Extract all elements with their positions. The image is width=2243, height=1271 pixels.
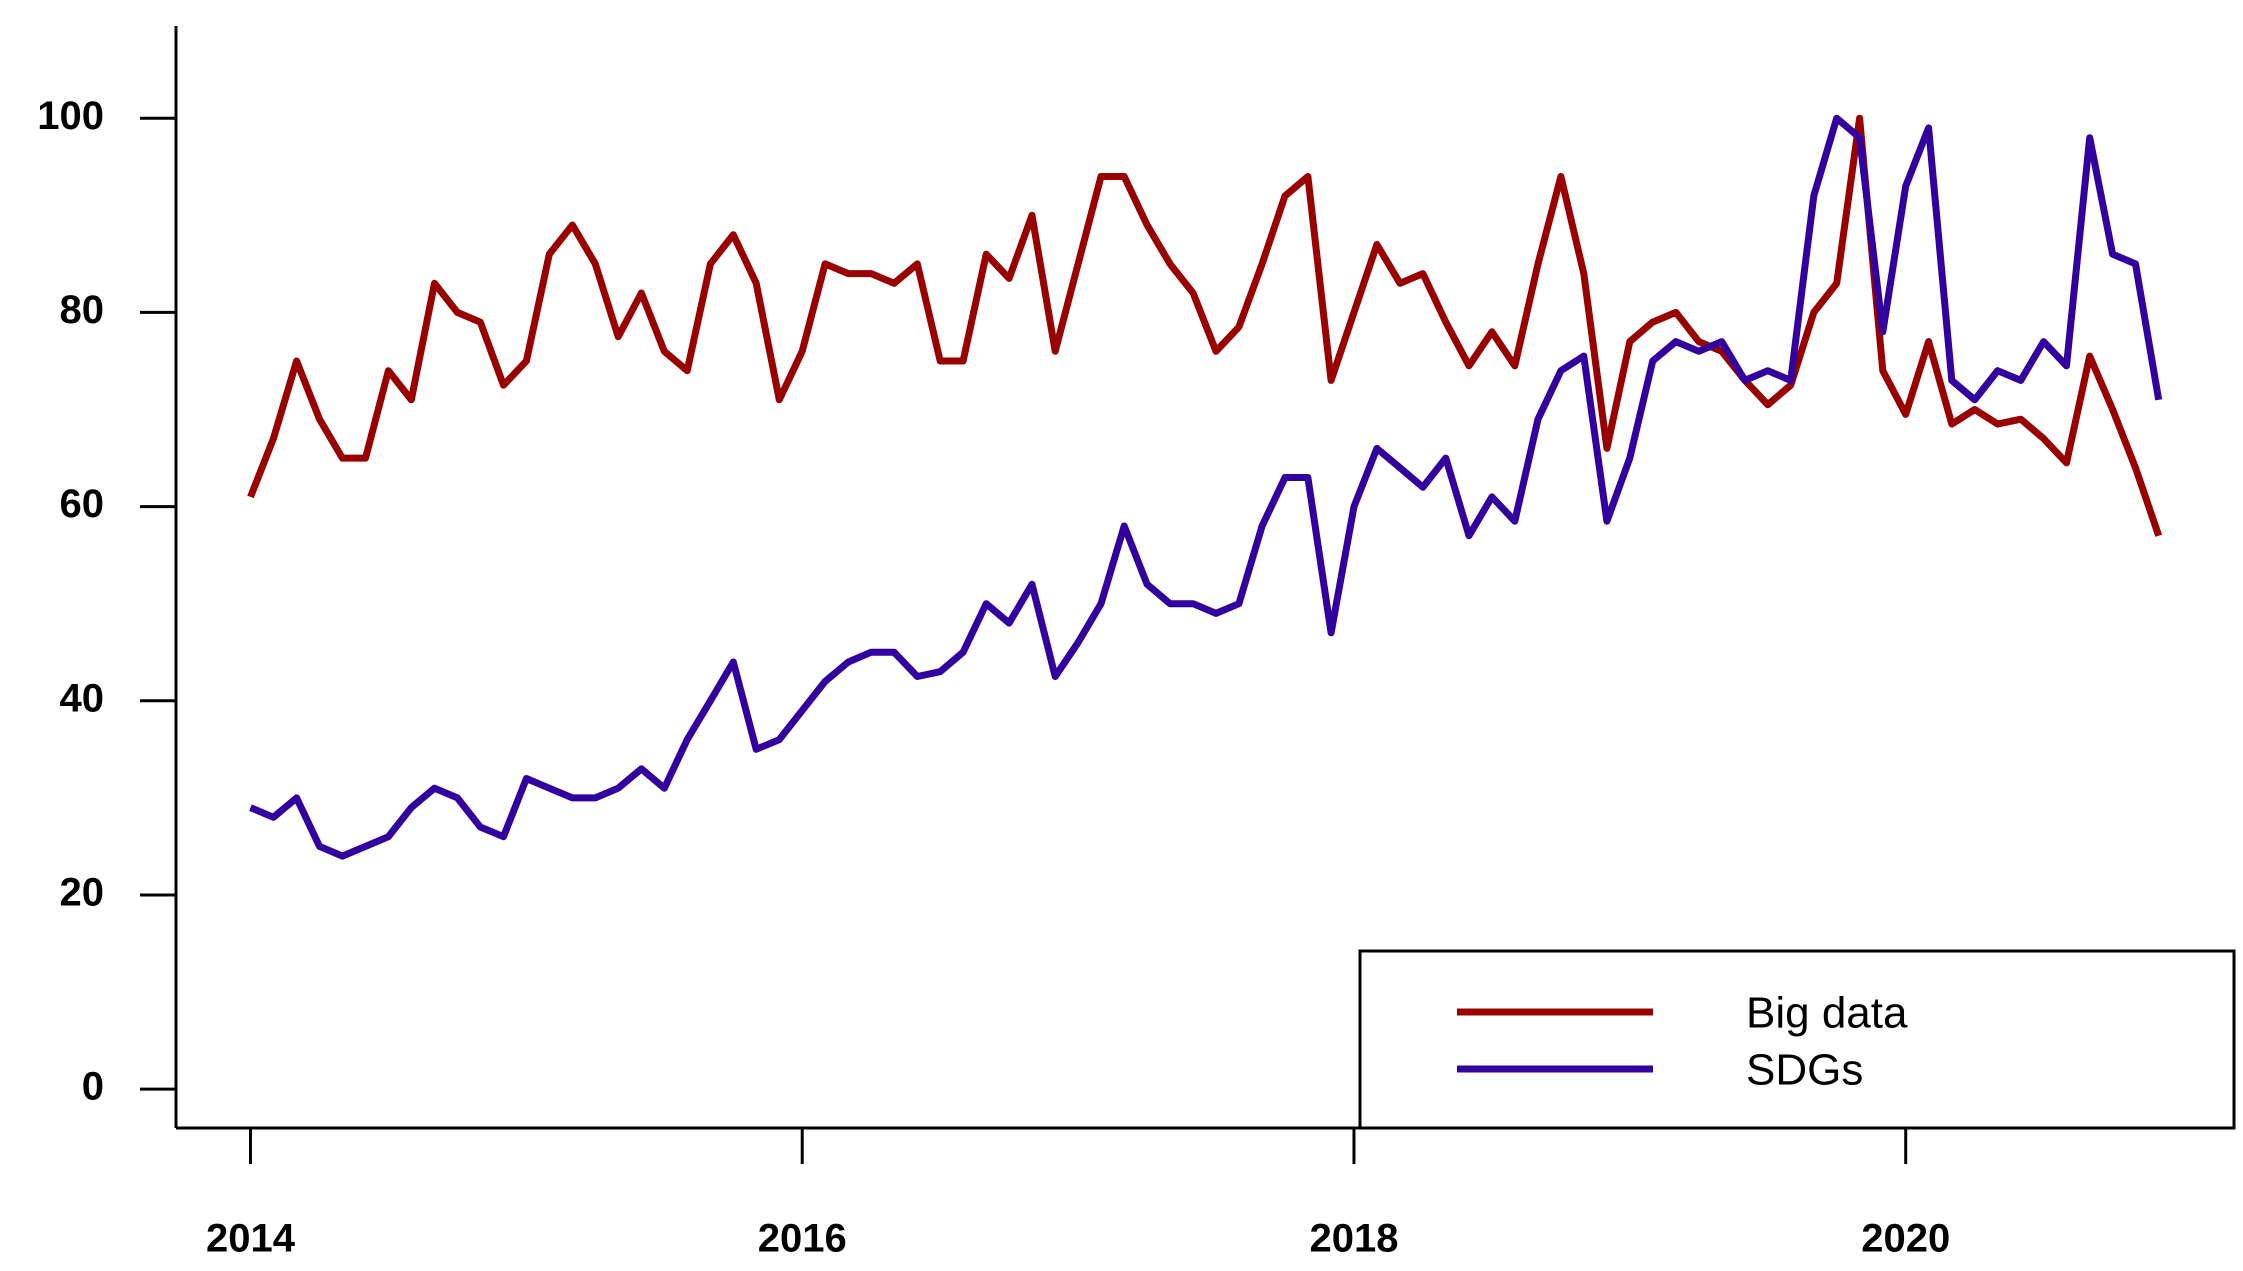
legend-box <box>1358 949 2236 1130</box>
legend-label: SDGs <box>1746 1046 1863 1095</box>
x-tick-label: 2014 <box>206 1217 296 1261</box>
y-tick-label: 0 <box>82 1065 104 1109</box>
y-tick-label: 20 <box>60 871 105 915</box>
y-tick-label: 40 <box>60 676 105 720</box>
x-tick-label: 2016 <box>758 1217 847 1261</box>
legend-label: Big data <box>1746 989 1908 1038</box>
x-tick-label: 2018 <box>1309 1217 1398 1261</box>
y-tick-label: 100 <box>37 94 104 138</box>
series-line <box>249 114 2163 860</box>
x-tick-label: 2020 <box>1861 1217 1950 1261</box>
series-line <box>247 114 2163 537</box>
y-tick-label: 80 <box>60 288 105 332</box>
y-tick-label: 60 <box>60 482 105 526</box>
